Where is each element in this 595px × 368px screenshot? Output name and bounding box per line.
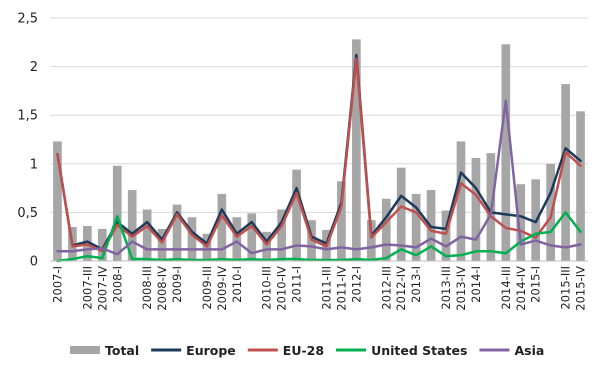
bar-total-2007-I <box>53 141 62 261</box>
x-tick-label: 2007-III <box>80 266 94 310</box>
x-tick-label: 2014-I <box>469 266 483 303</box>
bar-total-2014-III <box>501 44 511 261</box>
x-tick-label: 2014-III <box>499 266 513 310</box>
x-tick-label: 2011-IV <box>334 266 348 311</box>
bar-total-2010-I <box>232 217 242 261</box>
bar-total-2015-IV <box>576 111 585 261</box>
bar-total-2011-I <box>292 169 301 261</box>
x-tick-label: 2010-I <box>230 266 244 303</box>
x-tick-label: 2008-I <box>110 266 124 303</box>
legend-item-asia: Asia <box>479 343 544 358</box>
legend-label: United States <box>371 343 467 358</box>
x-tick-label: 2008-III <box>140 266 154 310</box>
line-series-eu-28 <box>56 57 582 253</box>
bar-total-2012-III <box>381 198 391 261</box>
legend-label: Europe <box>186 343 236 358</box>
bar-total-2009-IV <box>217 193 227 261</box>
legend-item-united-states: United States <box>336 343 467 358</box>
bar-total-2008-II <box>127 190 137 261</box>
legend-swatch <box>70 346 100 354</box>
y-tick-label: 2 <box>30 60 38 75</box>
x-tick-label: 2014-IV <box>514 266 528 311</box>
x-tick-label: 2013-IV <box>454 266 468 311</box>
y-tick-labels: 0 0,5 1 1,5 2 2,5 <box>17 12 38 270</box>
x-tick-label: 2012-I <box>349 266 363 303</box>
y-tick-label: 0,5 <box>17 206 38 221</box>
x-tick-label: 2010-III <box>260 266 274 310</box>
bar-total-2010-III <box>262 231 272 261</box>
line-series-united-states <box>56 211 582 263</box>
line-series-group <box>56 53 582 263</box>
x-tick-label: 2007-I <box>50 266 64 303</box>
bar-total-2010-II <box>247 213 257 261</box>
x-tick-label: 2015-III <box>559 266 573 310</box>
bar-total-2007-IV <box>97 228 107 261</box>
legend-item-eu-28: EU-28 <box>247 343 324 358</box>
y-tick-label: 0 <box>30 255 38 270</box>
bar-total-2009-I <box>172 204 182 261</box>
bar-total-2012-IV <box>396 167 406 261</box>
x-tick-label: 2008-IV <box>155 266 169 311</box>
bar-total-2013-I <box>411 193 421 261</box>
y-tick-label: 1,5 <box>17 109 38 124</box>
x-tick-label: 2015-IV <box>574 266 588 311</box>
legend-item-europe: Europe <box>151 343 236 358</box>
legend: Total Europe EU-28 United States Asia <box>70 343 544 358</box>
x-tick-label: 2011-I <box>290 266 304 303</box>
bar-total-2008-I <box>112 165 122 261</box>
x-tick-label: 2015-I <box>529 266 543 303</box>
x-tick-label: 2011-III <box>319 266 333 310</box>
legend-label: EU-28 <box>283 343 324 358</box>
bar-total-2009-II <box>187 217 197 261</box>
legend-item-total: Total <box>70 343 139 358</box>
bar-total-2008-III <box>142 209 152 261</box>
x-tick-label: 2012-IV <box>394 266 408 311</box>
legend-label: Total <box>105 343 139 358</box>
line-series-asia <box>56 99 582 256</box>
x-tick-label: 2012-III <box>379 266 393 310</box>
bar-total-2013-IV <box>456 141 466 261</box>
x-tick-label: 2013-III <box>439 266 453 310</box>
bar-total-2011-IV <box>337 181 346 261</box>
bar-total-2008-IV <box>157 228 167 261</box>
line-series-europe <box>56 53 582 251</box>
x-tick-label: 2007-IV <box>95 266 109 311</box>
bar-total-2015-III <box>561 84 570 261</box>
x-tick-label: 2010-IV <box>275 266 289 311</box>
y-tick-label: 2,5 <box>17 12 38 27</box>
x-tick-label: 2009-I <box>170 266 184 303</box>
bar-total-2012-I <box>352 39 361 261</box>
bar-total-2010-IV <box>277 209 286 261</box>
bar-total-2014-IV <box>516 184 526 261</box>
bar-total-2013-III <box>441 210 451 261</box>
x-tick-label: 2013-I <box>409 266 423 303</box>
bar-total-2012-II <box>366 220 376 261</box>
bar-total-2014-I <box>471 157 481 261</box>
legend-label: Asia <box>514 343 544 358</box>
x-tick-label: 2009-IV <box>215 266 229 311</box>
y-tick-label: 1 <box>30 157 38 172</box>
x-tick-label: 2009-III <box>200 266 214 310</box>
x-tick-labels: 2007-I 2007-III 2007-IV 2008-I 2008-III 2008-… <box>50 266 587 311</box>
